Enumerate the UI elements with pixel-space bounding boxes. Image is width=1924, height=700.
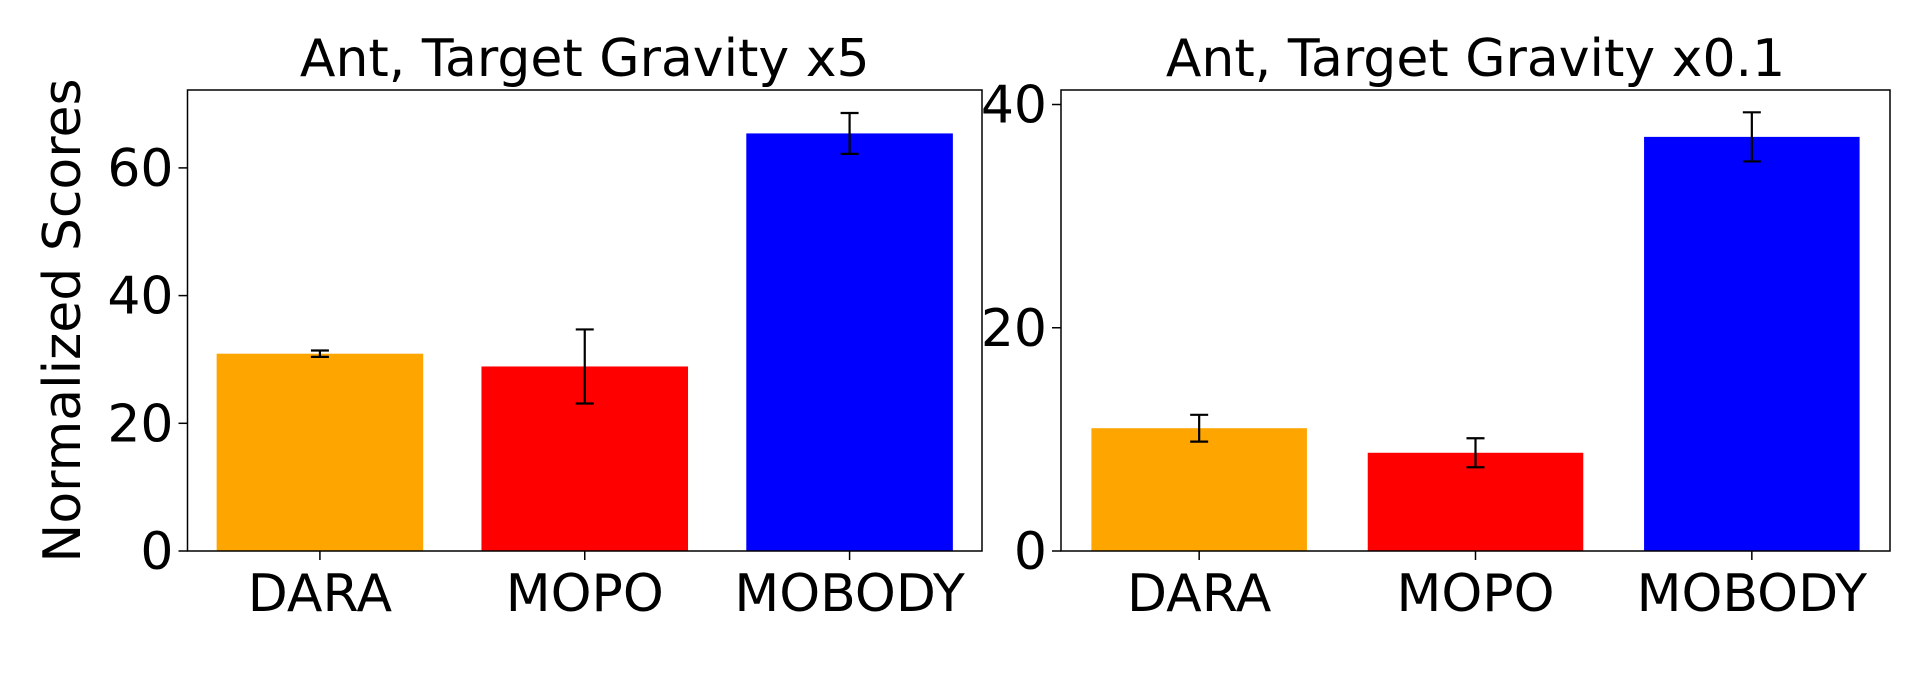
bar bbox=[1091, 428, 1307, 551]
x-tick-label: MOPO bbox=[1396, 564, 1554, 624]
x-tick-label: MOPO bbox=[506, 564, 664, 624]
chart-title: Ant, Target Gravity x0.1 bbox=[1166, 29, 1785, 89]
y-tick-label: 40 bbox=[981, 76, 1047, 136]
error-bar bbox=[840, 111, 859, 155]
y-tick-label: 60 bbox=[107, 139, 173, 199]
y-tick-label: 20 bbox=[107, 394, 173, 454]
chart-title: Ant, Target Gravity x5 bbox=[300, 29, 870, 89]
x-tick-label: DARA bbox=[248, 564, 393, 624]
axes-frame bbox=[186, 89, 983, 552]
x-tick-label: DARA bbox=[1127, 564, 1272, 624]
error-bar bbox=[310, 349, 329, 358]
bar bbox=[1644, 136, 1860, 552]
y-tick-label: 20 bbox=[981, 299, 1047, 359]
x-tick-label: MOBODY bbox=[734, 564, 965, 624]
y-tick-label: 0 bbox=[1014, 522, 1047, 582]
y-tick-label: 0 bbox=[140, 522, 173, 582]
y-axis-label: Normalized Scores bbox=[33, 78, 93, 562]
error-bar bbox=[1742, 111, 1761, 163]
error-bar bbox=[1190, 413, 1209, 443]
y-tick-label: 40 bbox=[107, 267, 173, 327]
axes-frame bbox=[1060, 89, 1891, 552]
x-tick-label: MOBODY bbox=[1637, 564, 1868, 624]
bar bbox=[216, 353, 424, 551]
bar bbox=[746, 133, 953, 552]
bar bbox=[1367, 452, 1584, 551]
error-bar bbox=[575, 328, 594, 405]
error-bar bbox=[1466, 437, 1485, 469]
